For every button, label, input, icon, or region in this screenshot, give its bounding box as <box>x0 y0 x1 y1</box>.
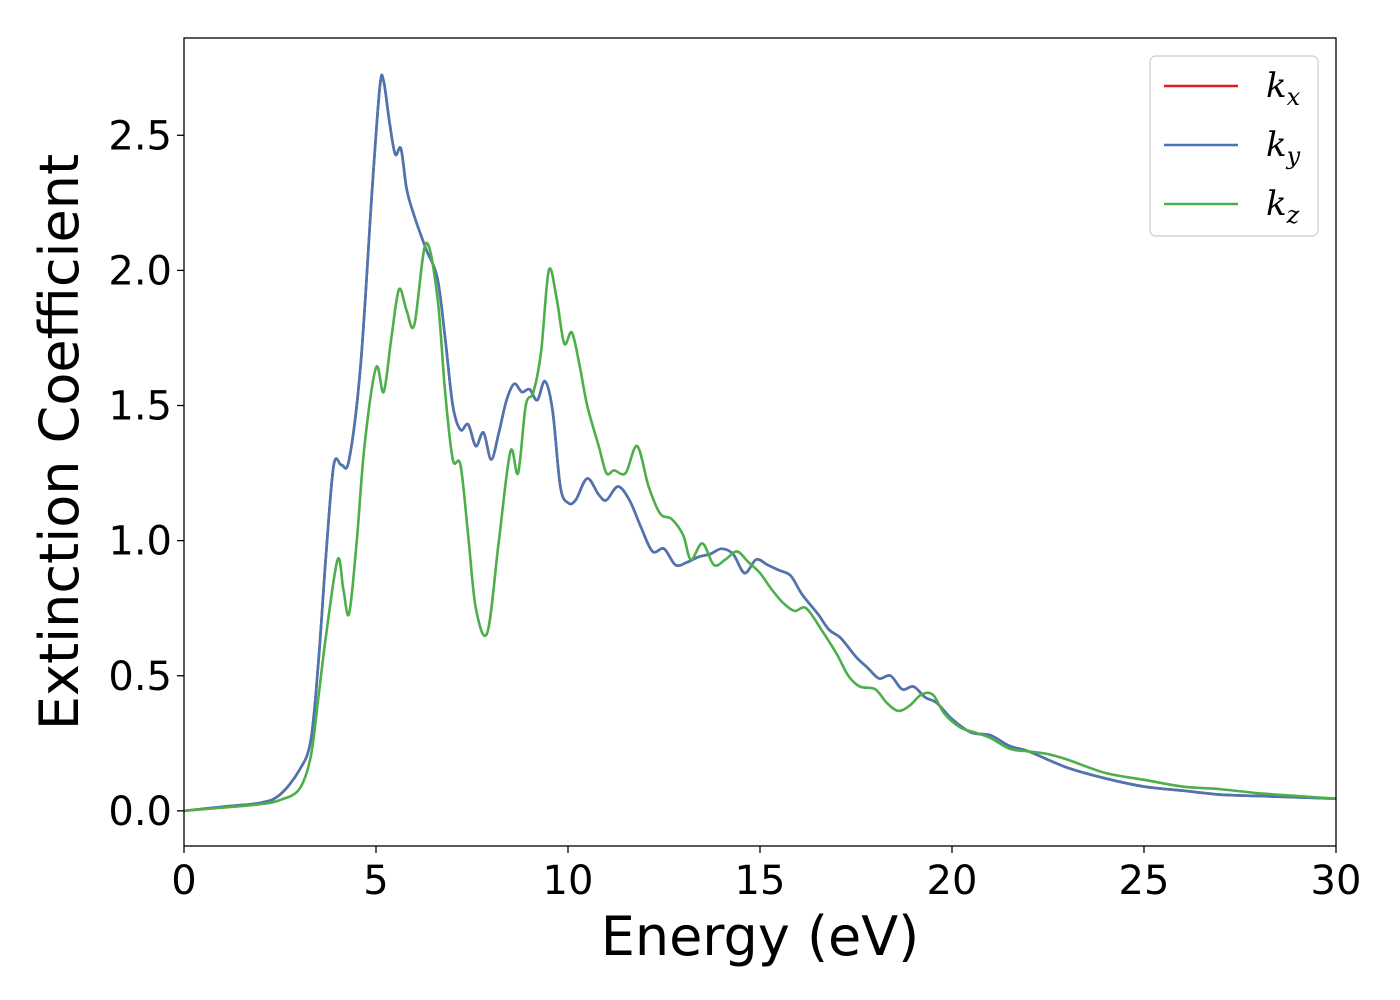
plot-area <box>184 38 1336 846</box>
x-tick-label: 20 <box>927 858 978 904</box>
y-axis-label: Extinction Coefficient <box>28 154 91 730</box>
legend-label-x: kx <box>1266 66 1301 111</box>
series-line-y <box>184 73 1336 813</box>
y-axis-ticks: 0.0 0.5 1.0 1.5 2.0 2.5 <box>108 113 184 835</box>
series-line-z <box>184 241 1336 813</box>
x-axis-ticks: 0 5 10 15 20 25 30 <box>171 846 1361 904</box>
x-tick-label: 30 <box>1311 858 1362 904</box>
x-tick-label: 15 <box>735 858 786 904</box>
y-tick-label: 2.5 <box>108 113 172 159</box>
y-tick-label: 0.0 <box>108 789 172 835</box>
x-tick-label: 0 <box>171 858 196 904</box>
legend: kx ky kz <box>1149 55 1319 237</box>
x-tick-label: 10 <box>543 858 594 904</box>
x-axis-label: Energy (eV) <box>601 905 920 968</box>
y-tick-label: 1.0 <box>108 519 172 565</box>
x-tick-label: 25 <box>1119 858 1170 904</box>
legend-label-y: ky <box>1266 125 1301 170</box>
series-lines <box>184 73 1336 813</box>
y-tick-label: 1.5 <box>108 384 172 430</box>
x-tick-label: 5 <box>363 858 388 904</box>
legend-label-z: kz <box>1266 184 1300 229</box>
y-tick-label: 0.5 <box>108 654 172 700</box>
y-tick-label: 2.0 <box>108 248 172 294</box>
